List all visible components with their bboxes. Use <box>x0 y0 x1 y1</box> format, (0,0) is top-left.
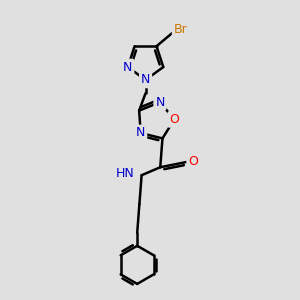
Text: N: N <box>155 96 165 109</box>
Text: N: N <box>141 74 150 86</box>
Text: HN: HN <box>116 167 134 180</box>
Text: O: O <box>188 155 198 168</box>
Text: Br: Br <box>174 23 188 36</box>
Text: N: N <box>123 61 133 74</box>
Text: N: N <box>136 127 146 140</box>
Text: O: O <box>169 113 179 126</box>
